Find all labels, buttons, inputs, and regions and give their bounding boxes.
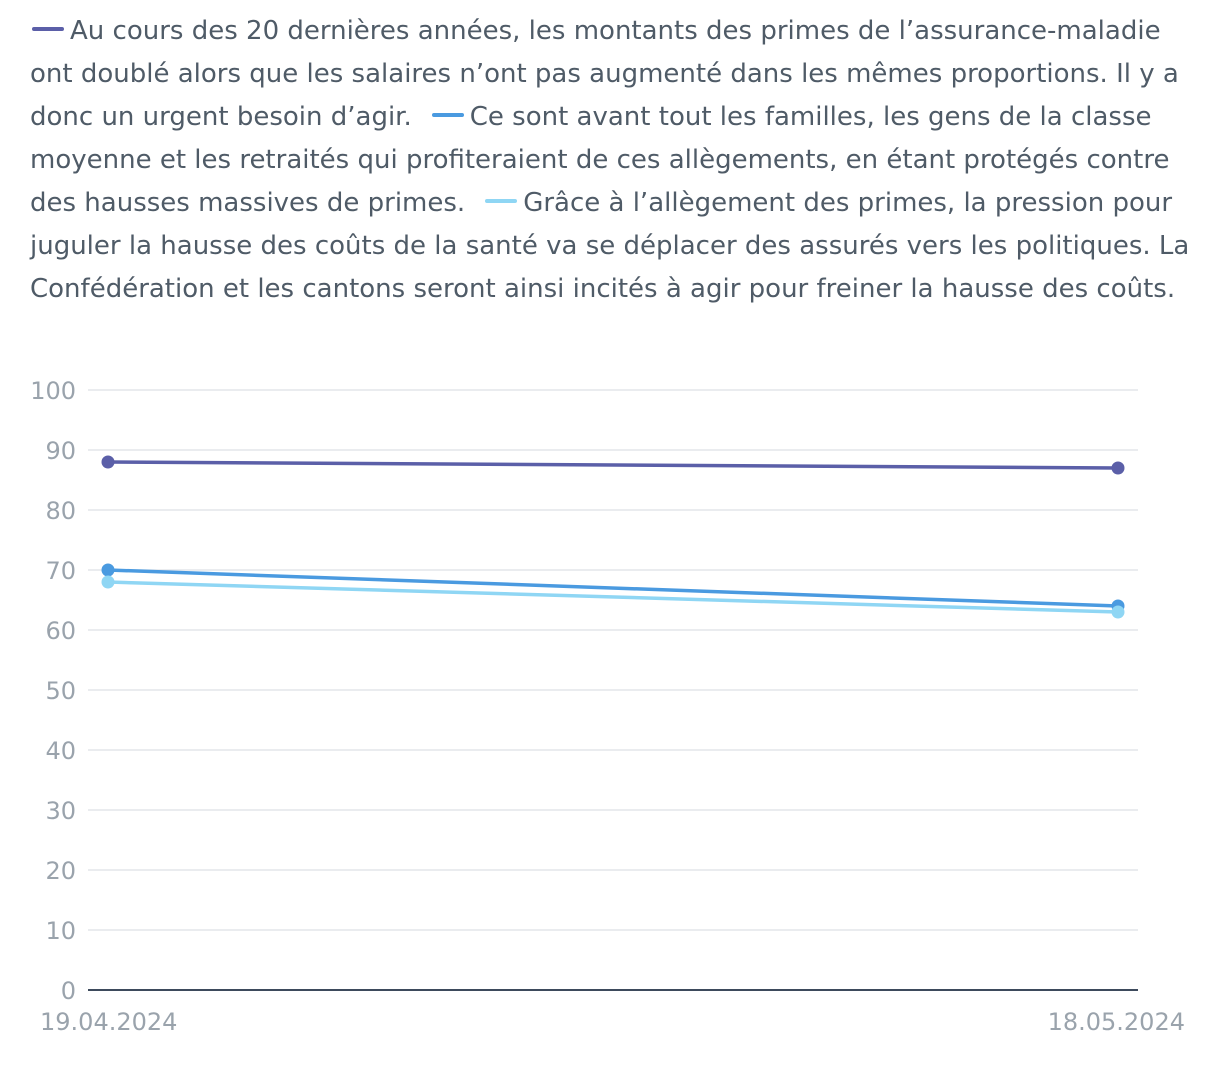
legend-label-series-1: Au cours des 20 dernières années, les mo… (30, 16, 1179, 132)
series-line-1 (106, 460, 1120, 470)
data-point[interactable] (101, 575, 115, 589)
legend-swatch-series-1 (32, 26, 64, 31)
legend-swatch-series-2 (431, 112, 464, 117)
data-point[interactable] (1111, 605, 1125, 619)
legend-item-series-3[interactable]: Grâce à l’allègement des primes, la pres… (30, 188, 1189, 304)
y-tick-label: 90 (45, 437, 76, 465)
y-tick-label: 40 (45, 737, 76, 765)
y-tick-label: 30 (45, 797, 76, 825)
y-tick-label: 0 (61, 977, 76, 1005)
series-3 (101, 575, 1125, 619)
y-tick-label: 50 (45, 677, 76, 705)
legend-swatch-series-3 (485, 198, 518, 203)
data-point[interactable] (101, 563, 115, 577)
x-tick-label: 18.05.2024 (1048, 1008, 1185, 1036)
series-line-3 (106, 580, 1120, 614)
legend-item-series-1[interactable]: Au cours des 20 dernières années, les mo… (30, 16, 1179, 132)
legend-item-series-2[interactable]: Ce sont avant tout les familles, les gen… (30, 102, 1169, 218)
series-group (101, 455, 1125, 619)
y-tick-label: 80 (45, 497, 76, 525)
x-tick-label: 19.04.2024 (40, 1008, 177, 1036)
y-axis-ticks: 0 10 20 30 40 50 60 70 80 90 100 (30, 377, 76, 1005)
y-tick-label: 70 (45, 557, 76, 585)
y-tick-label: 10 (45, 917, 76, 945)
legend-label-series-2: Ce sont avant tout les familles, les gen… (30, 102, 1170, 218)
y-tick-label: 20 (45, 857, 76, 885)
line-chart: 0 10 20 30 40 50 60 70 80 90 100 19.04.2024 18.05.2… (30, 377, 1185, 1036)
grid-lines (88, 389, 1138, 991)
y-tick-label: 60 (45, 617, 76, 645)
series-line-2 (106, 568, 1120, 608)
series-1 (101, 455, 1125, 475)
y-tick-label: 100 (30, 377, 76, 405)
data-point[interactable] (101, 455, 115, 469)
data-point[interactable] (1111, 461, 1125, 475)
chart-legend: Au cours des 20 dernières années, les mo… (30, 10, 1200, 311)
legend-label-series-3: Grâce à l’allègement des primes, la pres… (30, 188, 1190, 304)
x-axis-ticks: 19.04.2024 18.05.2024 (40, 1008, 1185, 1036)
